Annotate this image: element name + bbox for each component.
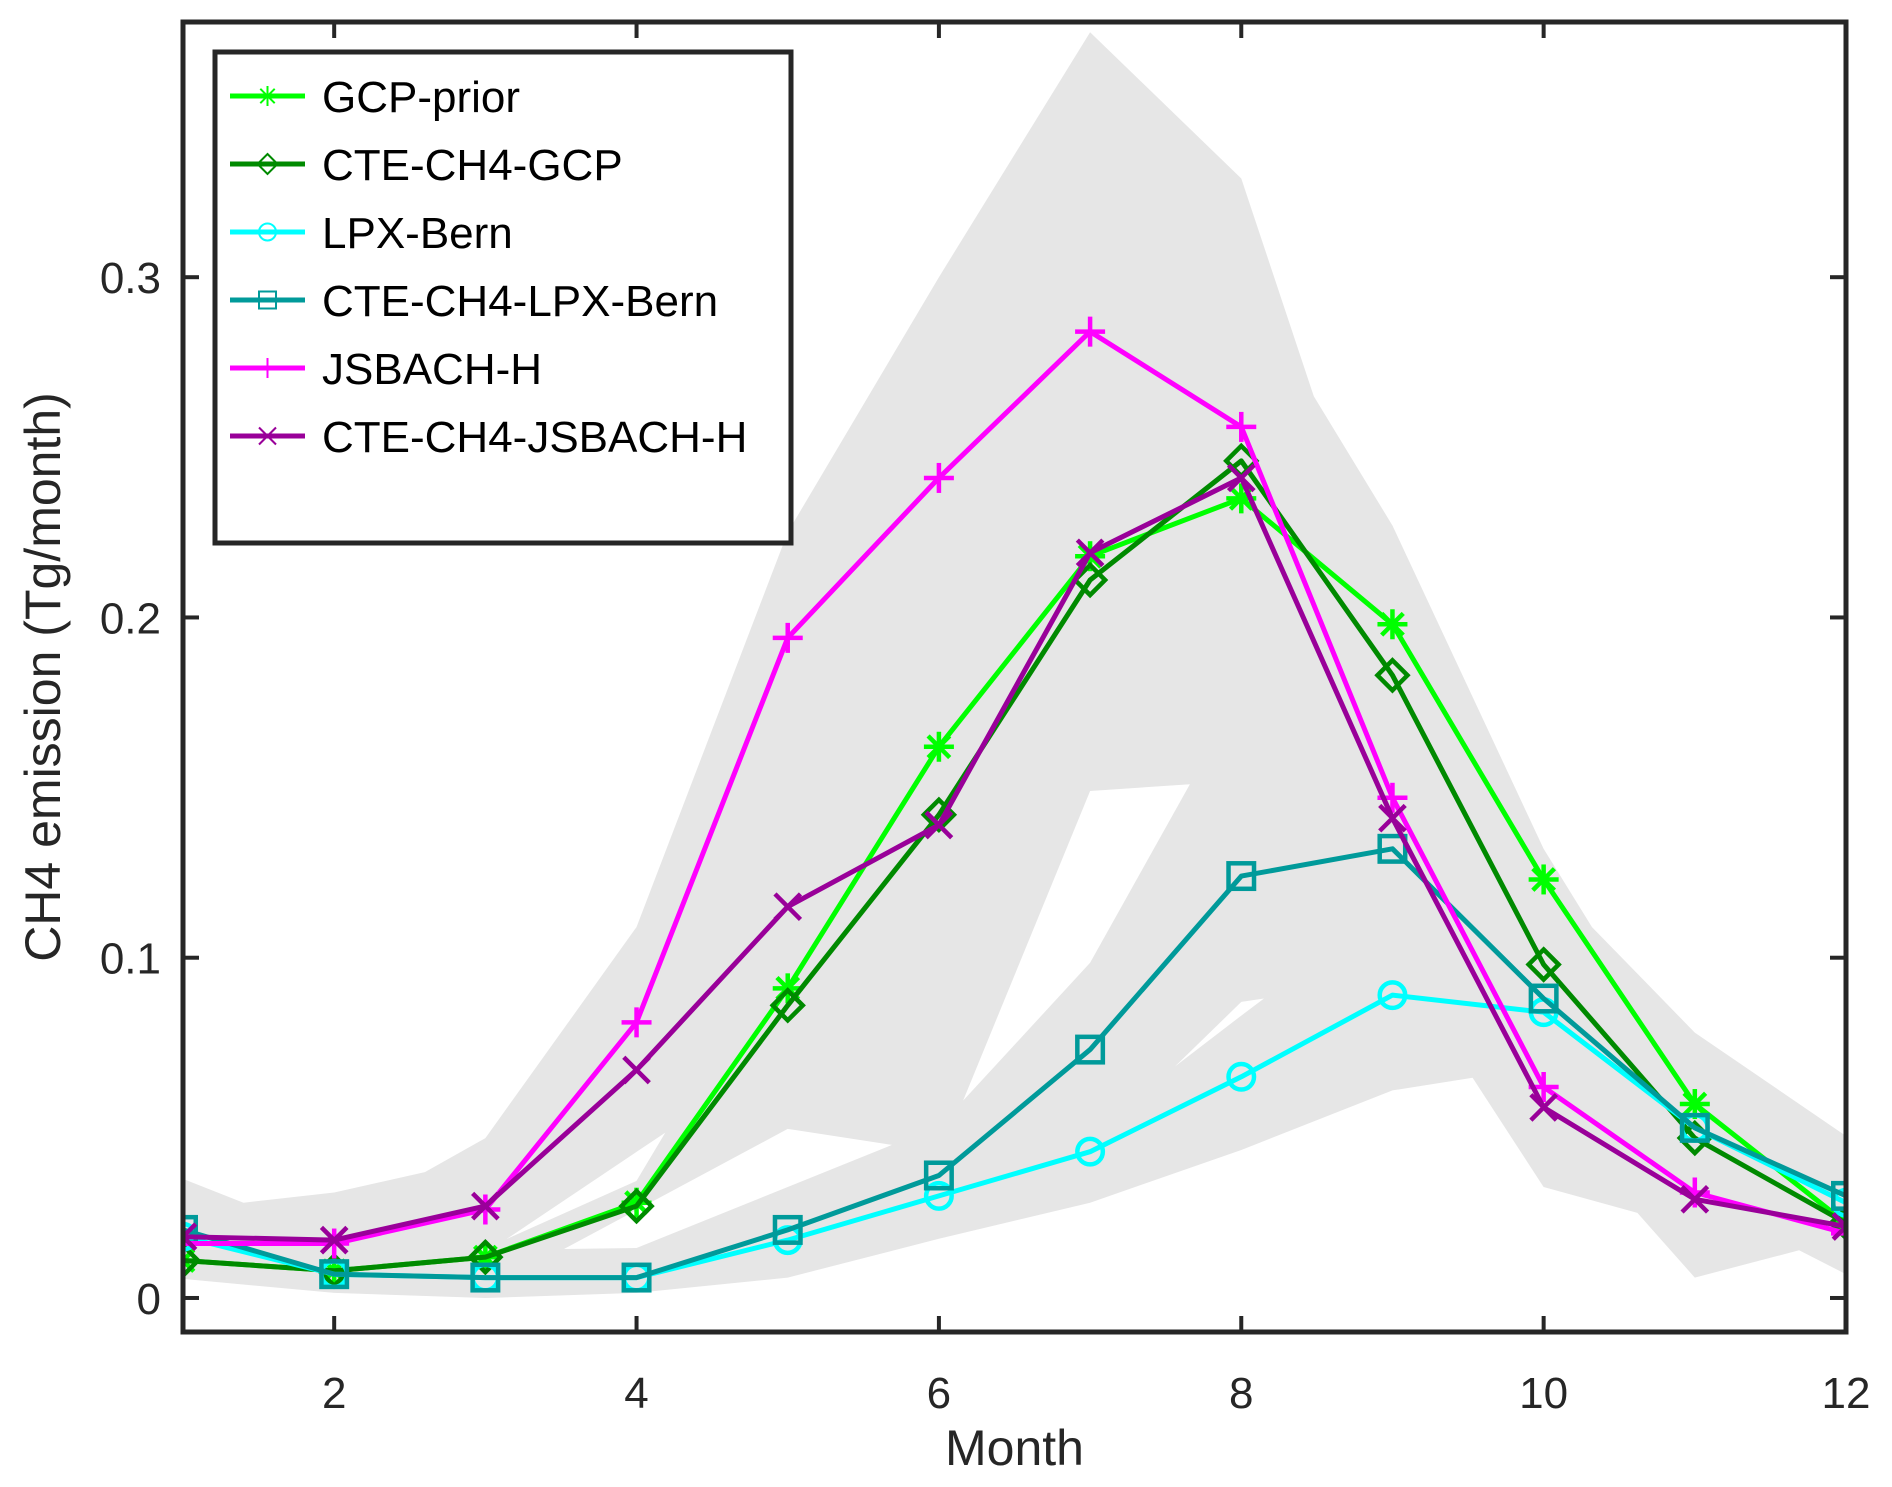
data-point-cte-ch4-gcp-m9 bbox=[1374, 657, 1411, 694]
axes-box bbox=[180, 19, 1849, 1335]
data-point-cte-ch4-lpx-bern-m4 bbox=[621, 1262, 652, 1293]
data-point-cte-ch4-gcp-m10 bbox=[1525, 946, 1562, 983]
legend-label: CTE-CH4-GCP bbox=[322, 141, 623, 190]
y-tick-label: 0.3 bbox=[100, 254, 161, 303]
data-point-jsbach-h-m7 bbox=[1075, 316, 1106, 347]
data-point-jsbach-h-m6 bbox=[923, 462, 954, 493]
series-line-cte-ch4-gcp bbox=[183, 458, 1846, 1274]
band-gap-3 bbox=[963, 784, 1190, 1101]
data-point-lpx-bern-m6 bbox=[923, 1180, 954, 1211]
x-tick-label: 12 bbox=[1822, 1369, 1871, 1418]
series-cte-ch4-lpx-bern bbox=[183, 833, 1846, 1293]
legend-item-cte-ch4-lpx-bern: CTE-CH4-LPX-Bern bbox=[230, 277, 718, 326]
data-point-jsbach-h-m8 bbox=[1226, 411, 1257, 442]
legend-label: JSBACH-H bbox=[322, 345, 542, 394]
legend-marker-asterisk-icon bbox=[257, 86, 278, 106]
data-point-lpx-bern-m7 bbox=[1075, 1136, 1106, 1167]
data-point-cte-ch4-lpx-bern-m1 bbox=[183, 1214, 198, 1245]
data-point-cte-ch4-lpx-bern-m11 bbox=[1679, 1112, 1710, 1143]
legend-label: CTE-CH4-LPX-Bern bbox=[322, 277, 718, 326]
legend-item-jsbach-h: JSBACH-H bbox=[230, 345, 542, 394]
data-point-cte-ch4-jsbach-h-m3 bbox=[471, 1191, 500, 1221]
legend-item-gcp-prior: GCP-prior bbox=[230, 73, 520, 122]
data-point-gcp-prior-m10 bbox=[1528, 864, 1559, 895]
data-point-cte-ch4-jsbach-h-m11 bbox=[1680, 1184, 1710, 1214]
data-point-lpx-bern-m9 bbox=[1377, 980, 1408, 1011]
legend-marker-x-icon bbox=[258, 426, 277, 446]
legend-item-lpx-bern: LPX-Bern bbox=[230, 209, 513, 258]
uncertainty-band bbox=[183, 32, 1846, 1299]
legend-label: LPX-Bern bbox=[322, 209, 513, 258]
data-point-cte-ch4-jsbach-h-m10 bbox=[1529, 1093, 1558, 1122]
data-point-jsbach-h-m4 bbox=[621, 1007, 652, 1038]
y-tick-label: 0.1 bbox=[100, 935, 161, 984]
data-point-jsbach-h-m12 bbox=[1831, 1218, 1846, 1249]
legend-label: CTE-CH4-JSBACH-H bbox=[322, 413, 747, 462]
legend-items: GCP-prior CTE-CH4-GCP LPX-Bern CTE-CH4-LPX-… bbox=[230, 73, 747, 462]
data-point-cte-ch4-jsbach-h-m4 bbox=[622, 1055, 651, 1085]
legend-item-cte-ch4-jsbach-h: CTE-CH4-JSBACH-H bbox=[230, 413, 747, 462]
data-point-cte-ch4-lpx-bern-m10 bbox=[1528, 983, 1559, 1014]
x-tick-label: 10 bbox=[1519, 1369, 1568, 1418]
data-point-cte-ch4-jsbach-h-m2 bbox=[319, 1225, 349, 1255]
band-envelope bbox=[183, 32, 1846, 1299]
legend: GCP-prior CTE-CH4-GCP LPX-Bern CTE-CH4-LPX-… bbox=[212, 49, 794, 546]
legend-box bbox=[212, 49, 794, 546]
band-gap-1 bbox=[506, 1132, 666, 1240]
legend-marker-plus-icon bbox=[257, 358, 278, 378]
data-point-gcp-prior-m9 bbox=[1377, 609, 1408, 640]
y-tick-label: 0.2 bbox=[100, 594, 161, 643]
data-point-cte-ch4-lpx-bern-m3 bbox=[470, 1262, 501, 1293]
data-point-jsbach-h-m1 bbox=[183, 1228, 198, 1259]
series-line-cte-ch4-lpx-bern bbox=[183, 846, 1846, 1281]
data-point-jsbach-h-m2 bbox=[319, 1228, 350, 1259]
data-point-cte-ch4-jsbach-h-m7 bbox=[1075, 538, 1105, 568]
y-axis-label: CH4 emission (Tg/month) bbox=[15, 392, 71, 962]
legend-label: GCP-prior bbox=[322, 73, 520, 122]
series-cte-ch4-jsbach-h bbox=[183, 463, 1846, 1255]
series-layer bbox=[183, 316, 1846, 1293]
x-tick-label: 6 bbox=[927, 1369, 951, 1418]
ticks: 2 4 6 8 10 12 0 0.1 0.2 0.3 bbox=[100, 22, 1871, 1418]
legend-marker-square-icon bbox=[258, 290, 277, 310]
data-point-gcp-prior-m6 bbox=[923, 731, 954, 762]
data-point-cte-ch4-gcp-m1 bbox=[183, 1242, 202, 1279]
data-point-cte-ch4-jsbach-h-m6 bbox=[924, 810, 954, 840]
axes bbox=[180, 19, 1849, 1335]
data-point-cte-ch4-lpx-bern-m7 bbox=[1075, 1034, 1106, 1065]
x-tick-label: 2 bbox=[322, 1369, 346, 1418]
x-tick-label: 4 bbox=[624, 1369, 648, 1418]
band-gap-2 bbox=[564, 1128, 892, 1249]
data-point-cte-ch4-gcp-m4 bbox=[618, 1187, 655, 1225]
legend-item-cte-ch4-gcp: CTE-CH4-GCP bbox=[230, 141, 623, 190]
data-point-cte-ch4-lpx-bern-m9 bbox=[1377, 833, 1408, 864]
series-line-cte-ch4-jsbach-h bbox=[183, 475, 1846, 1243]
data-point-cte-ch4-lpx-bern-m12 bbox=[1831, 1180, 1846, 1211]
x-tick-label: 8 bbox=[1229, 1369, 1253, 1418]
y-tick-label: 0 bbox=[137, 1275, 161, 1324]
series-line-jsbach-h bbox=[183, 329, 1846, 1246]
data-point-cte-ch4-lpx-bern-m5 bbox=[772, 1214, 803, 1245]
data-point-cte-ch4-jsbach-h-m5 bbox=[773, 892, 803, 922]
data-point-cte-ch4-gcp-m5 bbox=[769, 987, 806, 1024]
legend-marker-diamond-icon bbox=[256, 152, 279, 176]
legend-marker-circle-icon bbox=[258, 222, 277, 242]
data-point-cte-ch4-jsbach-h-m9 bbox=[1378, 803, 1407, 833]
data-point-cte-ch4-jsbach-h-m8 bbox=[1226, 463, 1256, 493]
data-point-cte-ch4-gcp-m3 bbox=[467, 1238, 504, 1276]
data-point-jsbach-h-m5 bbox=[772, 622, 803, 653]
data-point-cte-ch4-lpx-bern-m2 bbox=[319, 1259, 350, 1290]
data-point-cte-ch4-lpx-bern-m6 bbox=[923, 1160, 954, 1191]
x-axis-label: Month bbox=[945, 1420, 1084, 1476]
data-point-cte-ch4-lpx-bern-m8 bbox=[1226, 861, 1257, 892]
data-point-cte-ch4-jsbach-h-m12 bbox=[1831, 1212, 1846, 1241]
data-point-cte-ch4-jsbach-h-m1 bbox=[183, 1222, 198, 1252]
data-point-lpx-bern-m8 bbox=[1226, 1061, 1257, 1092]
